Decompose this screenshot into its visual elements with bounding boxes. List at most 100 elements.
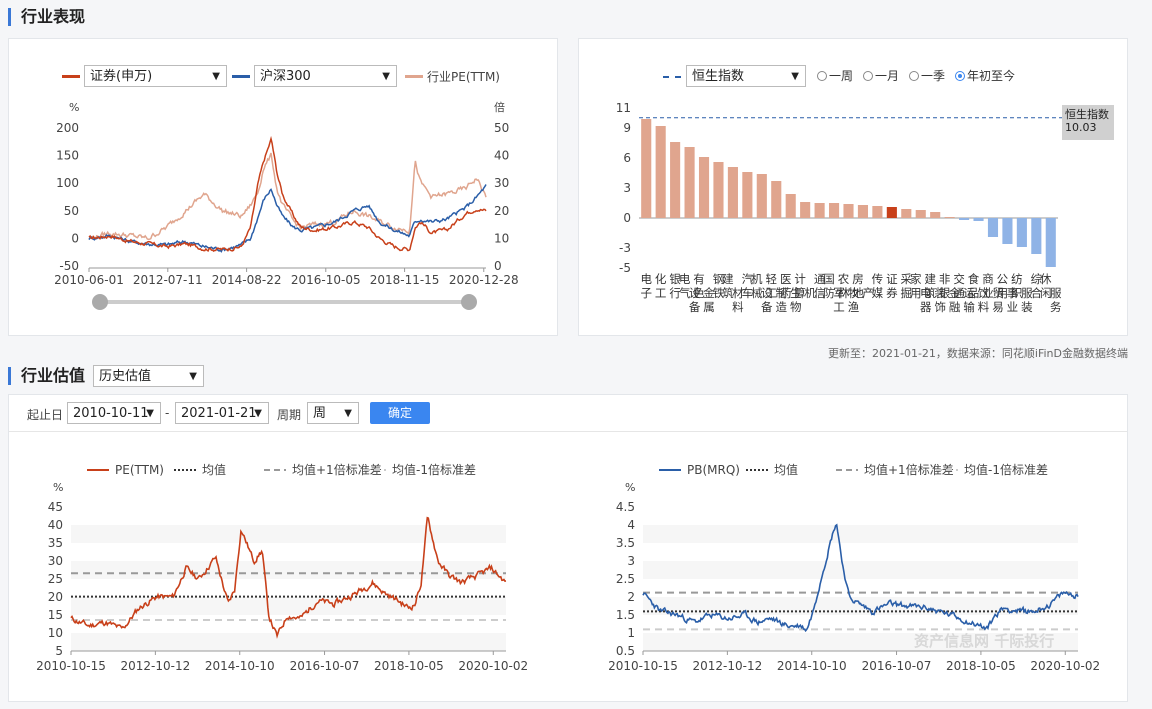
valuation-mode-select[interactable]: 历史估值 ▼ xyxy=(93,365,204,387)
y-tick-label: 1.5 xyxy=(616,608,635,622)
x-tick-label: 2020-12-28 xyxy=(449,273,519,287)
y-tick-label: 1 xyxy=(627,626,635,640)
industry-bar-chart: -5 -3 0 3 6 9 11 电子化工银行电气设备有色金属钢铁建筑材料汽车机械设备轻工制造… xyxy=(616,101,1113,314)
y-tick-label: 0 xyxy=(623,211,631,225)
x-tick-label: 2010-06-01 xyxy=(54,273,124,287)
category-label: 综合 xyxy=(1031,272,1043,300)
y-tick-label: 25 xyxy=(48,572,63,586)
x-tick-label: 2016-10-05 xyxy=(291,273,361,287)
y-tick-left: -50 xyxy=(59,259,79,273)
y-axis-unit: % xyxy=(53,481,63,494)
period-select[interactable]: 周 ▼ xyxy=(307,402,359,424)
series-line-0 xyxy=(88,135,487,253)
legend-swatch-hsi-dashed xyxy=(663,76,681,78)
x-tick-label: 2010-10-15 xyxy=(608,659,678,673)
category-label: 电气设备 xyxy=(679,272,701,314)
right-axis-unit: 倍 xyxy=(494,100,505,114)
y-tick-right: 20 xyxy=(494,204,509,218)
benchmark-index-select[interactable]: 恒生指数 ▼ xyxy=(686,65,806,87)
y-tick-left: 200 xyxy=(56,121,79,135)
bar-交通运输 xyxy=(959,218,970,220)
reference-value-box: 恒生指数 10.03 xyxy=(1062,105,1114,140)
legend-swatch-securities xyxy=(62,75,80,78)
range-slider-start-handle[interactable] xyxy=(92,294,108,310)
y-tick-label: 0.5 xyxy=(616,644,635,658)
bar-汽车 xyxy=(742,172,753,218)
grid-band xyxy=(643,561,1078,579)
y-tick-label: 20 xyxy=(48,590,63,604)
category-label: 有色金属 xyxy=(693,272,715,314)
category-label: 家用电器 xyxy=(910,272,932,314)
bar-采掘 xyxy=(901,209,912,218)
bar-银行 xyxy=(670,142,681,218)
start-date-select[interactable]: 2010-10-11 ▼ xyxy=(67,402,161,424)
category-label: 公用事业 xyxy=(997,272,1019,314)
y-tick-label: 3 xyxy=(627,554,635,568)
securities-index-select[interactable]: 证券(申万) ▼ xyxy=(84,65,227,87)
series-line xyxy=(642,523,1079,633)
bar-休闲服务 xyxy=(1045,218,1056,267)
category-label: 农林牧渔 xyxy=(838,272,860,314)
period-radio-0[interactable]: 一周 xyxy=(817,69,853,83)
legend-label-0: PE(TTM) xyxy=(115,463,164,477)
end-date-select[interactable]: 2021-01-21 ▼ xyxy=(175,402,269,424)
series-line xyxy=(70,516,507,639)
category-label: 机械设备 xyxy=(751,272,773,314)
radio-circle-icon xyxy=(817,71,827,81)
radio-circle-icon xyxy=(909,71,920,81)
period-radio-group: 一周 一月 一季 年初至今 xyxy=(817,67,1025,84)
x-tick-label: 2012-10-12 xyxy=(692,659,762,673)
bar-钢铁 xyxy=(713,162,724,218)
left-axis-unit: % xyxy=(69,101,79,114)
y-tick-label: 4 xyxy=(627,518,635,532)
category-label: 国防军工 xyxy=(823,272,845,314)
y-tick-left: 50 xyxy=(64,204,79,218)
grid-band xyxy=(643,633,1078,651)
category-label: 电子 xyxy=(640,272,652,300)
bar-房地产 xyxy=(857,205,869,218)
bar-非银金融 xyxy=(944,217,955,218)
category-label: 房地产 xyxy=(852,272,874,300)
period-radio-3[interactable]: 年初至今 xyxy=(955,69,1015,83)
legend-swatch-industry-pe xyxy=(405,75,423,78)
chevron-down-icon: ▼ xyxy=(791,71,799,82)
range-slider-track[interactable] xyxy=(100,300,470,304)
x-tick-label: 2012-07-11 xyxy=(133,273,203,287)
category-label: 交通运输 xyxy=(953,272,975,314)
valuation-panel: 起止日 2010-10-11 ▼ - 2021-01-21 ▼ 周期 周 ▼ 确定 P… xyxy=(8,394,1128,702)
period-radio-label: 年初至今 xyxy=(967,69,1016,83)
bar-建筑装饰 xyxy=(930,212,941,218)
x-tick-label: 2016-10-07 xyxy=(290,659,360,673)
category-label: 汽车 xyxy=(742,272,754,300)
period-radio-2[interactable]: 一季 xyxy=(909,69,945,83)
panel-divider xyxy=(9,431,1127,432)
legend-label-industry-pe: 行业PE(TTM) xyxy=(427,70,500,84)
pb-mrq-chart: PB(MRQ) 均值 均值+1倍标准差 均值-1倍标准差% 0.5 1 1.5 2 2.5 3 3.… xyxy=(608,462,1100,673)
category-label: 纺织服装 xyxy=(1011,272,1033,314)
range-slider-end-handle[interactable] xyxy=(461,294,477,310)
x-tick-label: 2012-10-12 xyxy=(120,659,190,673)
period-radio-1[interactable]: 一月 xyxy=(863,69,899,83)
chevron-down-icon: ▼ xyxy=(146,408,154,419)
hs300-select[interactable]: 沪深300 ▼ xyxy=(254,65,397,87)
start-end-label: 起止日 xyxy=(27,408,64,422)
x-tick-label: 2018-10-05 xyxy=(946,659,1016,673)
confirm-button[interactable]: 确定 xyxy=(370,402,430,424)
category-label: 食品饮料 xyxy=(968,272,990,314)
bar-电气设备 xyxy=(684,147,695,218)
chevron-down-icon: ▼ xyxy=(254,408,262,419)
legend-label-1: 均值 xyxy=(774,462,798,477)
y-tick-left: 0 xyxy=(71,231,79,245)
bar-家用电器 xyxy=(915,210,926,218)
legend-label-2: 均值+1倍标准差 xyxy=(864,462,954,477)
y-tick-label: 6 xyxy=(623,151,631,165)
series-line-2 xyxy=(88,152,487,241)
performance-line-chart: % 倍 -50 0 50 100 150 200 0 10 20 30 40 50 2010-06-01 20… xyxy=(54,100,519,287)
y-tick-label: 35 xyxy=(48,536,63,550)
x-tick-label: 2014-10-10 xyxy=(205,659,275,673)
legend-label-1: 均值 xyxy=(202,462,226,477)
bar-传媒 xyxy=(872,206,883,218)
legend-label-3: 均值-1倍标准差 xyxy=(392,462,476,477)
y-tick-left: 150 xyxy=(56,149,79,163)
category-label: 采掘 xyxy=(901,272,913,300)
